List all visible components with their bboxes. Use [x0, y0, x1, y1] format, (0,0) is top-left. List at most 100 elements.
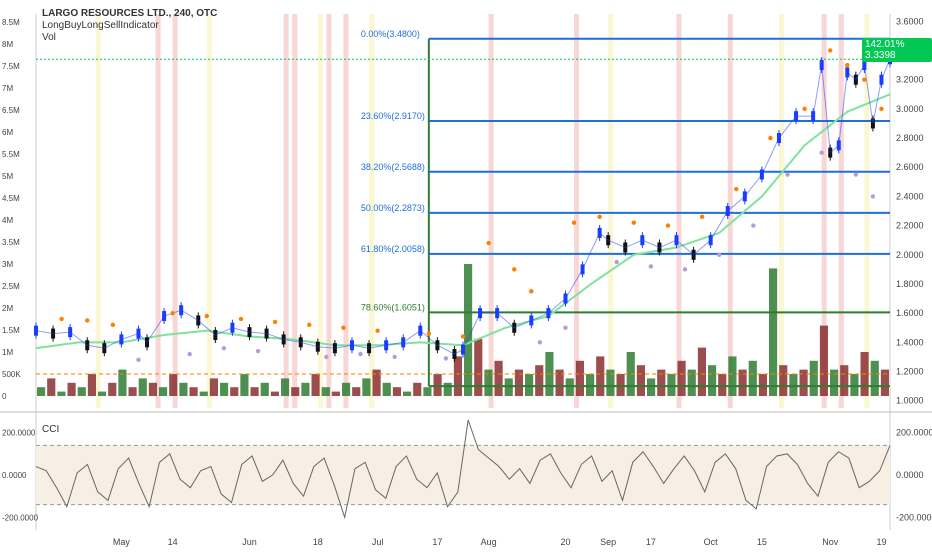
price-path-line [35, 59, 891, 355]
volume-tick-label: 6M [2, 128, 13, 137]
signal-band [369, 14, 375, 408]
volume-bar [260, 382, 269, 396]
volume-bar [301, 382, 310, 396]
price-tick-label: 3.0000 [896, 104, 924, 114]
signal-band [864, 14, 870, 408]
sar-dot-orange [238, 316, 244, 322]
volume-bar [667, 374, 676, 396]
time-tick-label: 17 [646, 537, 656, 547]
sar-dot-purple [648, 264, 654, 269]
sar-dot-purple [614, 259, 619, 265]
volume-bar [240, 374, 249, 396]
time-tick-label: 19 [876, 537, 886, 547]
volume-tick-label: 1.5M [2, 326, 20, 335]
volume-label: Vol [42, 32, 56, 43]
volume-bar [616, 374, 625, 396]
volume-bar [738, 369, 747, 396]
price-lines [34, 51, 892, 363]
price-tick-label: 2.2000 [896, 221, 924, 231]
sar-dot-orange [110, 322, 116, 328]
sar-dot-orange [460, 334, 466, 339]
volume-bar [148, 382, 157, 396]
signal-band [821, 14, 827, 408]
volume-bar [372, 369, 381, 396]
volume-bar [433, 374, 442, 396]
volume-bar [799, 369, 808, 396]
volume-tick-label: 0 [2, 392, 7, 401]
sar-dot-orange [170, 310, 175, 316]
volume-bar [494, 360, 503, 396]
volume-bar [250, 387, 259, 396]
sar-dot-orange [802, 106, 807, 112]
price-tick-label: 2.6000 [896, 162, 924, 172]
sar-dot-purple [358, 351, 363, 357]
signal-band [292, 14, 298, 408]
volume-bar [189, 387, 198, 396]
volume-tick-label: 7M [2, 84, 13, 93]
sar-dot-orange [341, 325, 346, 330]
time-tick-label: Oct [704, 537, 719, 547]
time-axis: May 14 Jun 18 Jul 17 Aug 20 Sep 17 Oct 15 Nov 19 [113, 537, 887, 547]
volume-bar [758, 374, 767, 396]
sar-dot-purple [563, 325, 568, 330]
signal-band [838, 14, 844, 408]
volume-bar [606, 369, 615, 396]
volume-tick-label: 8.5M [2, 18, 20, 27]
volume-bar [769, 268, 778, 396]
volume-bar [789, 374, 798, 396]
volume-bar [677, 360, 686, 396]
signal-bands [95, 14, 870, 408]
time-tick-label: 18 [313, 537, 323, 547]
volume-bar [443, 382, 452, 396]
volume-bar [342, 382, 351, 396]
sar-dot-purple [136, 357, 141, 363]
volume-bar [392, 387, 401, 396]
time-tick-label: Sep [600, 537, 616, 547]
volume-bar [880, 369, 889, 396]
sar-dot-orange [768, 135, 773, 141]
time-tick-label: 20 [560, 537, 570, 547]
sar-dot-orange [699, 214, 705, 220]
sar-dot-orange [375, 328, 380, 333]
signal-band [155, 14, 161, 408]
volume-bar [870, 360, 879, 396]
fib-level-label: 38.20%(2.5688) [361, 162, 425, 172]
sar-dot-orange [879, 106, 884, 112]
signal-band [172, 14, 178, 408]
sar-dot-purple [255, 348, 261, 354]
signal-band [488, 14, 494, 408]
time-tick-label: 15 [757, 537, 767, 547]
sar-dot-purple [717, 252, 722, 257]
price-tick-label: 2.0000 [896, 250, 924, 260]
price-tick-label: 1.4000 [896, 337, 924, 347]
volume-bar [575, 360, 584, 396]
volume-bar [504, 378, 513, 396]
volume-bar [331, 391, 340, 396]
signal-band [608, 14, 614, 408]
volume-bar [423, 387, 432, 396]
volume-bar [138, 378, 147, 396]
chart-title: LARGO RESOURCES LTD., 240, OTC [42, 8, 218, 19]
sar-dot-purple [537, 340, 543, 345]
cci-tick-label: 0.0000 [896, 470, 924, 480]
volume-tick-label: 2.5M [2, 282, 20, 291]
price-tick-label: 3.2000 [896, 75, 924, 85]
signal-band [676, 14, 682, 408]
volume-tick-label: 500K [2, 370, 21, 379]
fib-level-label: 78.60%(1.6051) [361, 302, 425, 312]
signal-band [283, 14, 289, 408]
volume-bar [128, 387, 137, 396]
volume-bar [464, 264, 473, 396]
volume-bar [159, 387, 168, 396]
volume-bar [748, 360, 757, 396]
time-tick-label: Jun [242, 537, 257, 547]
time-tick-label: Nov [822, 537, 839, 547]
volume-bar [819, 325, 828, 396]
volume-bar [474, 338, 483, 396]
volume-bar [77, 387, 86, 396]
volume-tick-label: 3M [2, 260, 13, 269]
sar-dot-orange [734, 186, 739, 192]
price-tick-label: 2.8000 [896, 133, 924, 143]
volume-bar [636, 365, 645, 396]
volume-bar [382, 382, 391, 396]
